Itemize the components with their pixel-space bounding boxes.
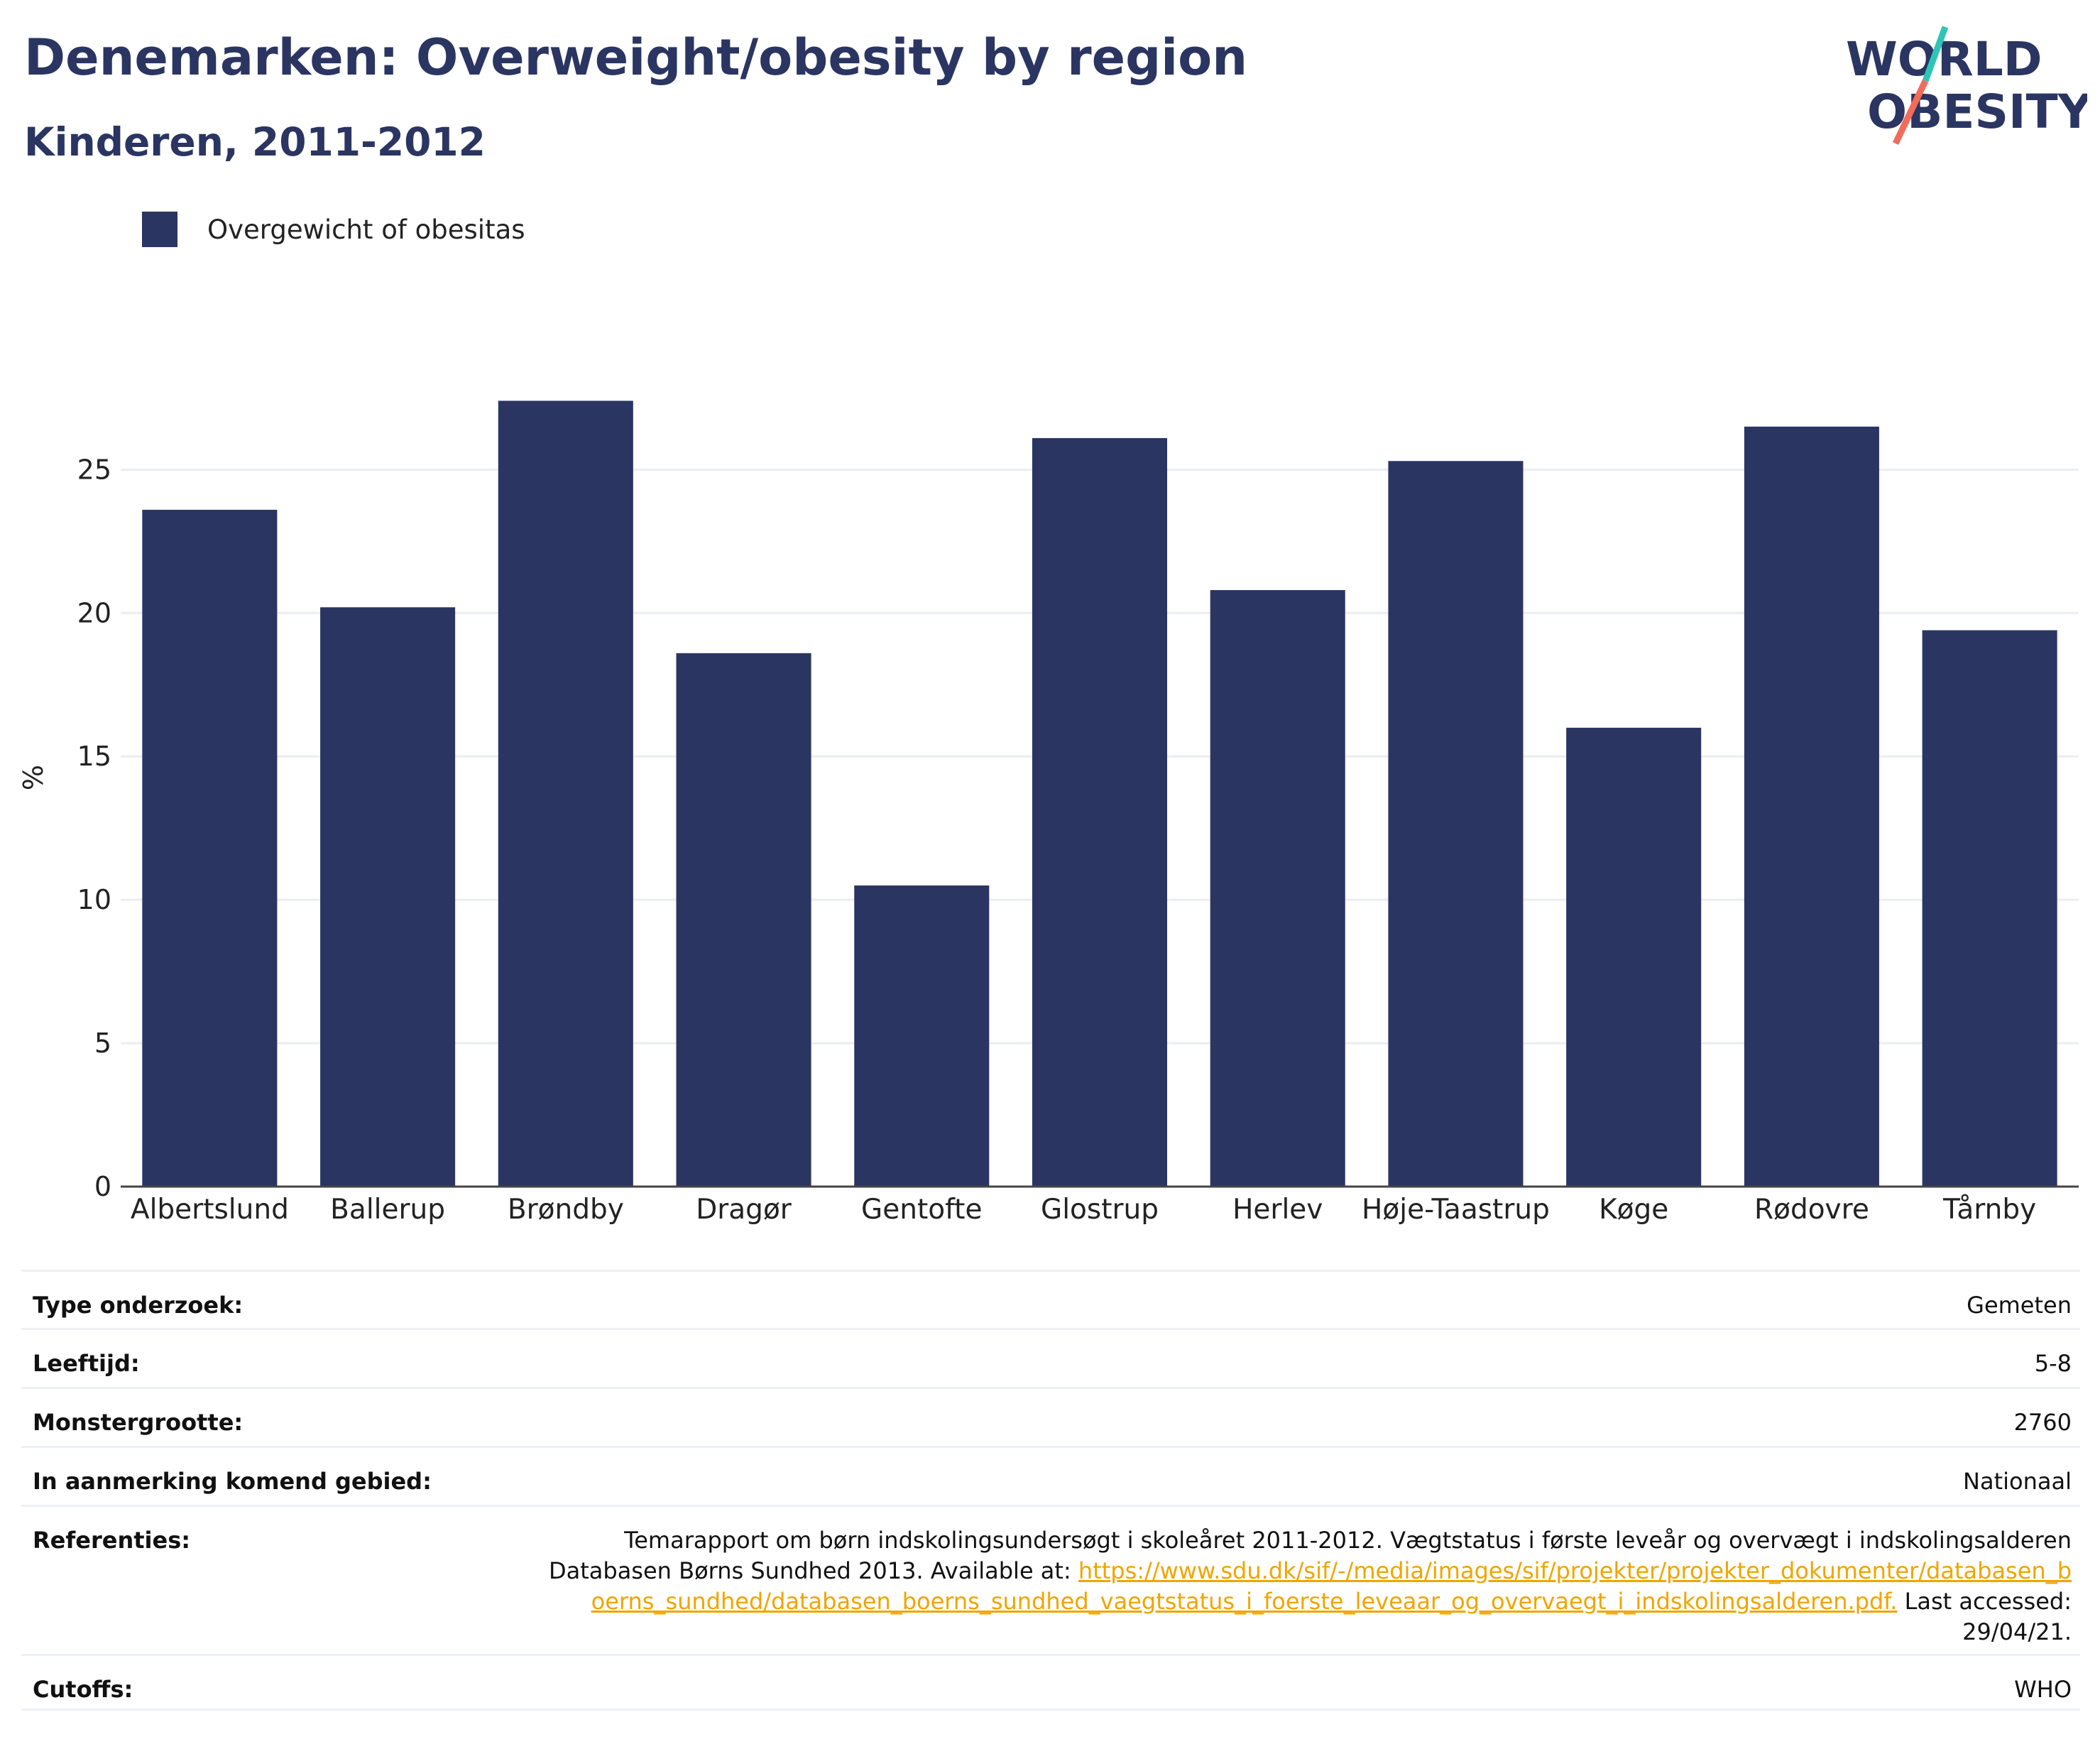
x-axis-labels: Albertslund Ballerup Brøndby Dragør Gentofte… [131,1194,2036,1226]
y-tick-label: 20 [77,597,111,628]
chart-subtitle: Kinderen, 2011-2012 [24,119,486,165]
info-value: Nationaal [1963,1468,2072,1495]
chart-title: Denemarken: Overweight/obesity by region [24,28,1248,87]
legend-label: Overgewicht of obesitas [207,214,525,245]
x-tick-label: Gentofte [861,1194,982,1226]
bars [142,401,2057,1187]
bar-9 [1744,426,1879,1187]
info-value: 2760 [2013,1409,2072,1436]
logo-line-1: WORLD [1846,32,2042,87]
legend: Overgewicht of obesitas [142,210,525,249]
bar-chart: 0 5 10 15 20 25 Albertslund Ballerup Brøndby Dra… [18,401,2079,1226]
bar-2 [498,401,633,1187]
info-row-sample-size: Monstergrootte: 2760 [21,1387,2080,1446]
info-label: Monstergrootte: [33,1409,244,1436]
references-text: Temarapport om børn indskolingsundersøgt… [548,1527,2072,1584]
y-tick-label: 15 [77,741,111,772]
info-value: Gemeten [1967,1292,2072,1319]
y-tick-label: 10 [77,884,111,915]
legend-swatch [142,212,177,247]
info-row-survey-type: Type onderzoek: Gemeten [21,1270,2080,1328]
y-axis-ticks: 0 5 10 15 20 25 [77,454,111,1202]
info-label: Cutoffs: [33,1676,133,1703]
info-row-area: In aanmerking komend gebied: Nationaal [21,1446,2080,1505]
bar-3 [676,653,811,1187]
y-tick-label: 0 [94,1171,111,1202]
logo-slash-teal [1922,26,1949,82]
bar-7 [1388,461,1524,1187]
info-value: 5-8 [2034,1350,2072,1377]
info-label: In aanmerking komend gebied: [33,1468,432,1495]
bar-10 [1922,630,2057,1187]
references-value: Temarapport om børn indskolingsundersøgt… [545,1525,2072,1647]
x-tick-label: Ballerup [330,1194,445,1226]
x-tick-label: Albertslund [131,1194,289,1226]
x-tick-label: Dragør [696,1194,792,1226]
x-tick-label: Herlev [1232,1194,1323,1226]
x-tick-label: Høje-Taastrup [1362,1194,1550,1226]
x-tick-label: Brøndby [508,1194,624,1226]
bar-0 [142,509,278,1187]
world-obesity-logo: WORLD OBESITY [1846,26,2087,145]
info-table: Type onderzoek: Gemeten Leeftijd: 5-8 Mo… [21,1270,2080,1711]
info-row-age: Leeftijd: 5-8 [21,1328,2080,1387]
references-suffix: Last accessed: 29/04/21. [1897,1588,2072,1645]
info-label: Leeftijd: [33,1350,140,1377]
bar-1 [320,607,456,1187]
x-tick-label: Køge [1599,1194,1668,1226]
x-tick-label: Rødovre [1754,1194,1869,1226]
y-axis-label: % [18,765,49,790]
references-link[interactable]: https://www.sdu.dk/sif/-/media/images/si… [591,1557,2072,1615]
bar-8 [1566,727,1702,1187]
logo-slash-coral [1892,80,1929,145]
bar-6 [1210,589,1345,1187]
info-row-cutoffs: Cutoffs: WHO [21,1654,2080,1711]
y-tick-label: 25 [77,454,111,485]
info-label: Type onderzoek: [33,1292,244,1319]
bar-4 [854,885,990,1187]
info-value: WHO [2014,1676,2072,1703]
info-row-references: Referenties: Temarapport om børn indskol… [21,1505,2080,1654]
bar-5 [1032,437,1168,1187]
x-tick-label: Tårnby [1942,1194,2036,1226]
y-tick-label: 5 [94,1028,111,1059]
x-tick-label: Glostrup [1041,1194,1159,1226]
info-label: Referenties: [33,1527,191,1554]
